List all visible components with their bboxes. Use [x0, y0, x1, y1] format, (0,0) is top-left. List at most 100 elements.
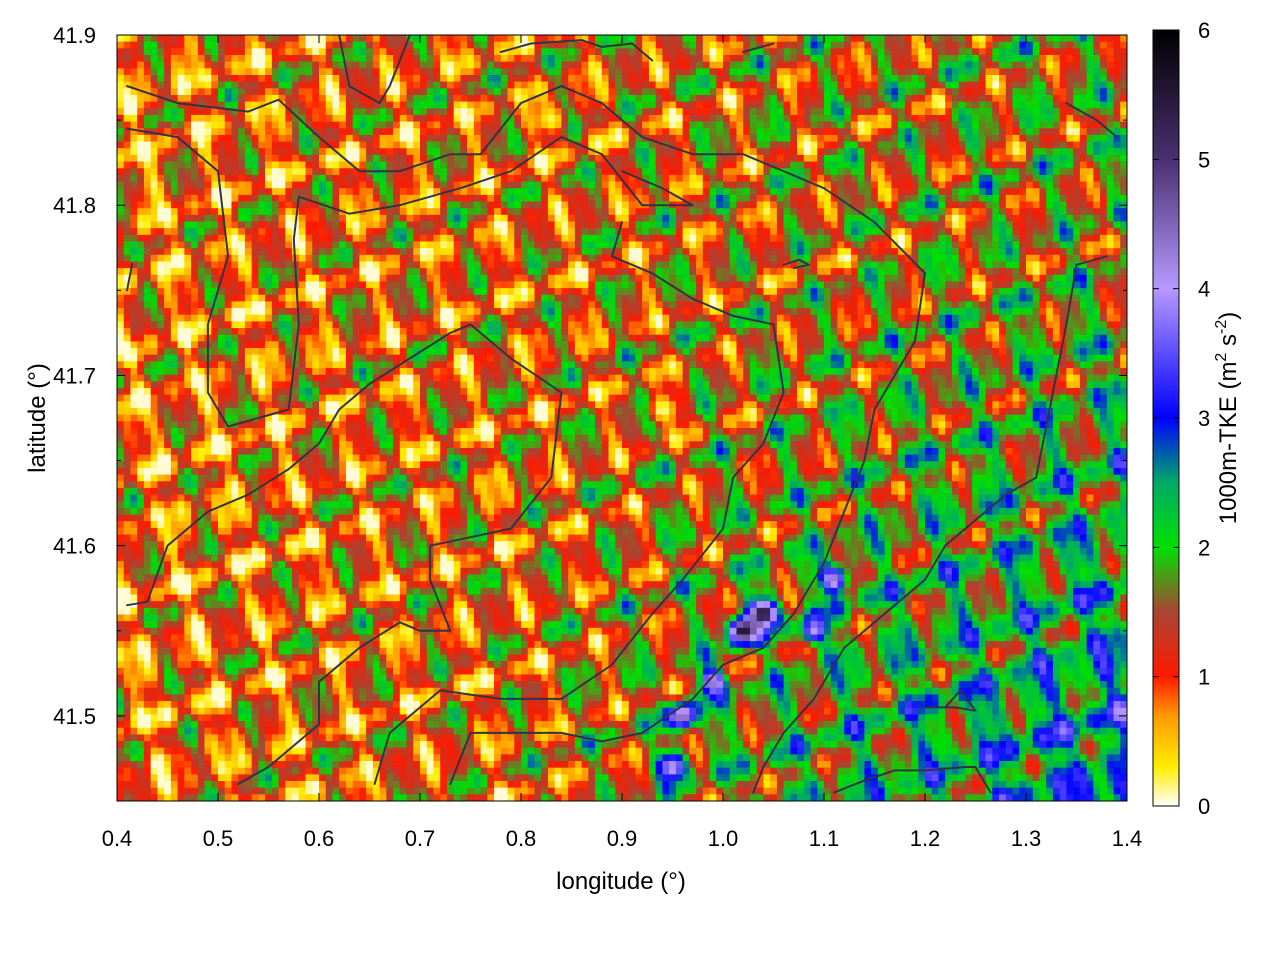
heatmap-cell	[885, 135, 892, 142]
heatmap-cell	[245, 228, 252, 235]
heatmap-cell	[454, 215, 461, 222]
heatmap-cell	[864, 95, 871, 102]
heatmap-cell	[1114, 241, 1121, 248]
heatmap-cell	[137, 75, 144, 82]
heatmap-cell	[757, 195, 764, 202]
heatmap-cell	[386, 182, 393, 189]
heatmap-cell	[568, 155, 575, 162]
heatmap-cell	[285, 195, 292, 202]
heatmap-cell	[743, 35, 750, 42]
heatmap-cell	[420, 88, 427, 95]
heatmap-cell	[986, 235, 993, 242]
heatmap-cell	[494, 235, 501, 242]
heatmap-cell	[952, 75, 959, 82]
heatmap-cell	[1033, 55, 1040, 62]
heatmap-cell	[366, 42, 373, 49]
heatmap-cell	[306, 202, 313, 209]
heatmap-cell	[1073, 208, 1080, 215]
heatmap-cell	[669, 155, 676, 162]
heatmap-cell	[723, 108, 730, 115]
heatmap-cell	[750, 35, 757, 42]
heatmap-cell	[898, 135, 905, 142]
heatmap-cell	[811, 55, 818, 62]
heatmap-cell	[1107, 82, 1114, 89]
heatmap-cell	[1033, 228, 1040, 235]
heatmap-cell	[804, 75, 811, 82]
heatmap-cell	[413, 108, 420, 115]
heatmap-cell	[959, 235, 966, 242]
heatmap-cell	[824, 142, 831, 149]
heatmap-cell	[777, 88, 784, 95]
heatmap-cell	[171, 88, 178, 95]
heatmap-cell	[1053, 55, 1060, 62]
heatmap-cell	[454, 168, 461, 175]
heatmap-cell	[696, 42, 703, 49]
heatmap-cell	[238, 215, 245, 222]
heatmap-cell	[528, 108, 535, 115]
heatmap-cell	[602, 208, 609, 215]
heatmap-cell	[582, 235, 589, 242]
heatmap-cell	[952, 122, 959, 129]
heatmap-cell	[797, 135, 804, 142]
heatmap-cell	[595, 88, 602, 95]
heatmap-cell	[837, 182, 844, 189]
heatmap-cell	[474, 222, 481, 229]
heatmap-cell	[568, 241, 575, 248]
heatmap-cell	[1087, 128, 1094, 135]
heatmap-cell	[353, 48, 360, 55]
heatmap-cell	[784, 95, 791, 102]
heatmap-cell	[386, 128, 393, 135]
heatmap-cell	[380, 148, 387, 155]
heatmap-cell	[1006, 108, 1013, 115]
heatmap-cell	[130, 215, 137, 222]
heatmap-cell	[932, 208, 939, 215]
heatmap-cell	[770, 95, 777, 102]
heatmap-cell	[656, 108, 663, 115]
heatmap-cell	[689, 128, 696, 135]
heatmap-cell	[804, 148, 811, 155]
heatmap-cell	[1046, 228, 1053, 235]
heatmap-cell	[689, 228, 696, 235]
heatmap-cell	[1107, 42, 1114, 49]
heatmap-cell	[790, 195, 797, 202]
heatmap-cell	[649, 162, 656, 169]
heatmap-cell	[400, 215, 407, 222]
heatmap-cell	[811, 115, 818, 122]
heatmap-cell	[1080, 222, 1087, 229]
heatmap-cell	[730, 162, 737, 169]
heatmap-cell	[986, 148, 993, 155]
heatmap-cell	[447, 95, 454, 102]
heatmap-cell	[952, 62, 959, 69]
heatmap-cell	[1046, 48, 1053, 55]
heatmap-cell	[144, 62, 151, 69]
heatmap-cell	[366, 162, 373, 169]
heatmap-cell	[1093, 62, 1100, 69]
heatmap-cell	[703, 68, 710, 75]
heatmap-cell	[844, 82, 851, 89]
heatmap-cell	[218, 255, 225, 262]
heatmap-cell	[662, 35, 669, 42]
heatmap-cell	[797, 102, 804, 109]
heatmap-cell	[279, 35, 286, 42]
heatmap-cell	[306, 248, 313, 255]
heatmap-cell	[844, 68, 851, 75]
heatmap-cell	[400, 62, 407, 69]
heatmap-cell	[366, 248, 373, 255]
heatmap-cell	[1019, 142, 1026, 149]
heatmap-cell	[279, 241, 286, 248]
heatmap-cell	[932, 48, 939, 55]
heatmap-cell	[683, 248, 690, 255]
heatmap-cell	[541, 162, 548, 169]
heatmap-cell	[925, 148, 932, 155]
heatmap-cell	[1039, 222, 1046, 229]
heatmap-cell	[864, 222, 871, 229]
heatmap-cell	[676, 208, 683, 215]
heatmap-cell	[413, 168, 420, 175]
heatmap-cell	[703, 75, 710, 82]
heatmap-cell	[777, 235, 784, 242]
heatmap-cell	[326, 62, 333, 69]
heatmap-cell	[710, 82, 717, 89]
heatmap-cell	[952, 88, 959, 95]
heatmap-cell	[319, 108, 326, 115]
heatmap-cell	[736, 235, 743, 242]
